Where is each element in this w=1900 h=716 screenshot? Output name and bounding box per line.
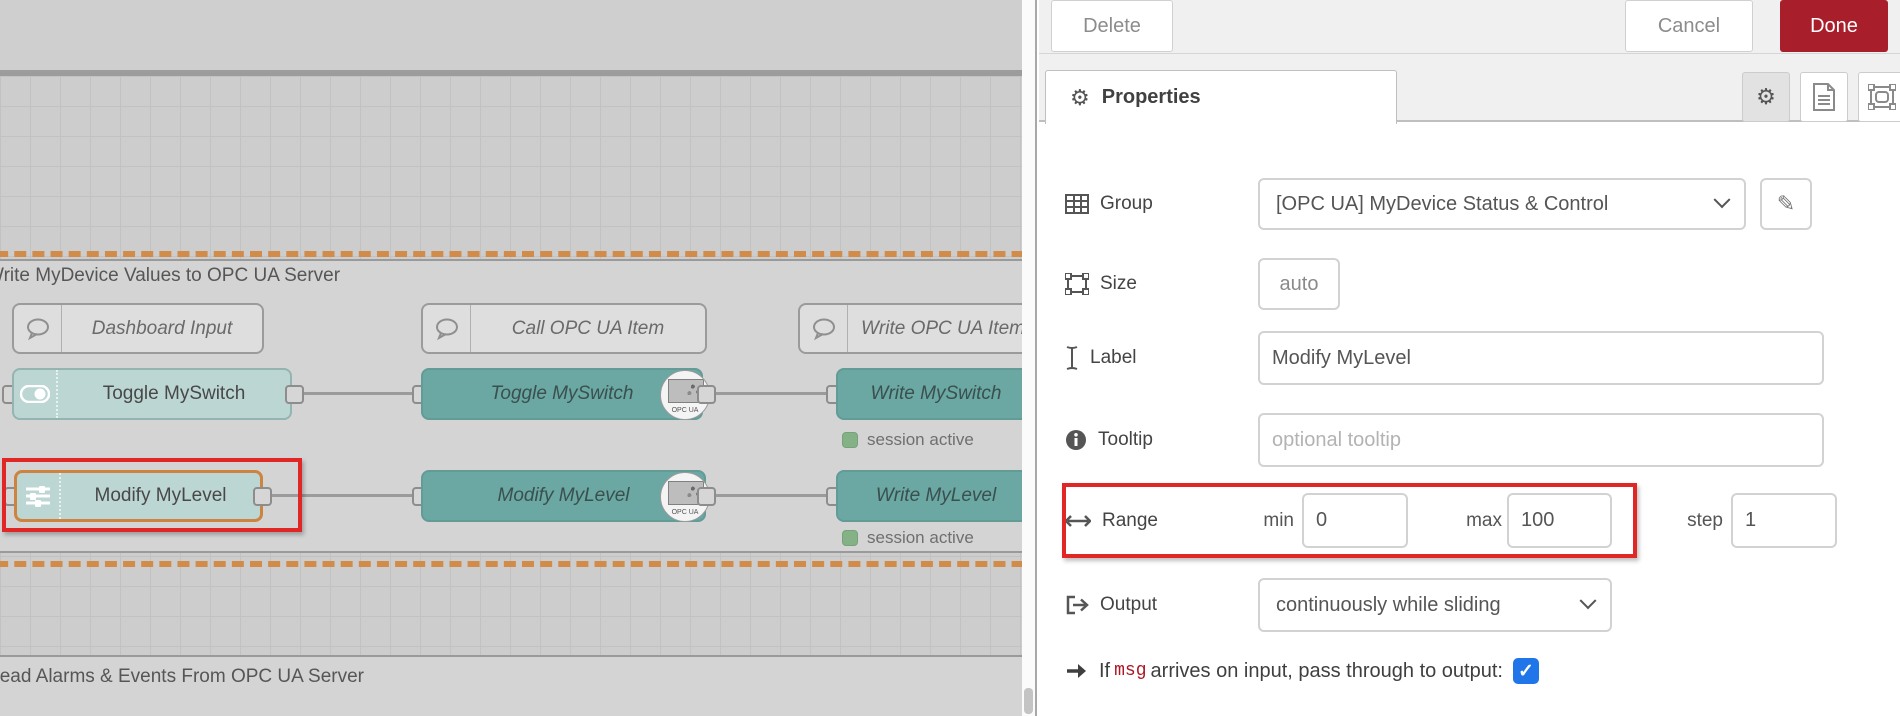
edit-group-button[interactable]: ✎ xyxy=(1760,178,1812,230)
wire xyxy=(712,494,832,497)
node-ui-slider-selected[interactable]: Modify MyLevel xyxy=(14,470,263,522)
chevron-down-icon xyxy=(1713,191,1731,209)
node-port[interactable] xyxy=(285,385,304,404)
tooltip-field-label: Tooltip xyxy=(1065,413,1153,467)
description-tab-button[interactable] xyxy=(1800,72,1848,122)
wire xyxy=(295,392,425,395)
node-label: Modify MyLevel xyxy=(94,485,227,506)
comment-bubble-icon xyxy=(14,305,62,352)
status-green-dot xyxy=(842,530,858,546)
range-max-label: max xyxy=(1466,510,1502,531)
node-status: session active xyxy=(842,528,974,548)
tab-properties-label: Properties xyxy=(1101,86,1201,108)
passthrough-checkbox[interactable]: ✓ xyxy=(1512,658,1539,684)
tab-properties[interactable]: ⚙ Properties xyxy=(1045,70,1397,124)
comment-node[interactable]: Dashboard Input xyxy=(12,303,264,354)
info-icon xyxy=(1066,430,1086,450)
group-label: Read Alarms & Events From OPC UA Server xyxy=(0,666,365,687)
arrows-horizontal-icon xyxy=(1065,514,1091,527)
range-step-label: step xyxy=(1687,510,1723,531)
chevron-down-icon xyxy=(1579,592,1597,610)
sign-out-icon xyxy=(1066,595,1089,615)
comment-bubble-icon xyxy=(423,305,471,352)
node-opcua-call[interactable]: Toggle MySwitch xyxy=(421,368,703,420)
passthrough-row: If msg arrives on input, pass through to… xyxy=(1065,658,1539,684)
label-input[interactable] xyxy=(1258,331,1824,385)
group-field-label: Group xyxy=(1065,178,1153,230)
group-select[interactable]: [OPC UA] MyDevice Status & Control xyxy=(1258,178,1746,230)
appearance-tab-button[interactable] xyxy=(1858,72,1900,122)
object-size-icon xyxy=(1065,273,1089,295)
node-status: session active xyxy=(842,430,974,450)
pencil-icon: ✎ xyxy=(1776,191,1796,216)
object-group-icon xyxy=(1868,84,1896,110)
range-field-label: Range xyxy=(1065,493,1158,548)
node-ui-switch[interactable]: Toggle MySwitch xyxy=(12,368,292,420)
node-port[interactable] xyxy=(697,385,716,404)
size-auto-button[interactable]: auto xyxy=(1258,258,1340,310)
text-cursor-icon xyxy=(1066,346,1078,370)
wire xyxy=(262,494,425,497)
range-step-input[interactable] xyxy=(1731,493,1837,548)
comment-label: Dashboard Input xyxy=(91,317,233,339)
msg-code: msg xyxy=(1114,661,1147,681)
flow-canvas[interactable]: Write MyDevice Values to OPC UA Server R… xyxy=(0,0,1022,716)
done-button[interactable]: Done xyxy=(1780,0,1888,52)
passthrough-text-prefix: If xyxy=(1099,659,1111,682)
tray-form: Group [OPC UA] MyDevice Status & Control… xyxy=(1039,124,1900,716)
node-opcua-call[interactable]: Modify MyLevel xyxy=(421,470,706,522)
comment-label: Call OPC UA Item xyxy=(511,317,665,339)
annotation-box-canvas xyxy=(2,458,302,532)
gear-icon: ⚙ xyxy=(1756,84,1776,109)
node-opcua-write[interactable]: Write MySwitch xyxy=(836,368,1022,420)
sliders-icon xyxy=(17,473,61,519)
label-field-label: Label xyxy=(1065,331,1137,385)
properties-tab-button[interactable]: ⚙ xyxy=(1742,72,1790,122)
comment-node[interactable]: Write OPC UA Item xyxy=(798,303,1022,354)
node-port[interactable] xyxy=(253,487,272,506)
range-min-input[interactable] xyxy=(1302,493,1408,548)
group-label: Write MyDevice Values to OPC UA Server xyxy=(0,265,341,286)
edit-node-tray: Delete Cancel Done ⚙ Properties ⚙ xyxy=(1039,0,1900,716)
annotation-box-range xyxy=(1062,483,1637,558)
group-box-read-alarms[interactable] xyxy=(0,655,1022,716)
comment-node[interactable]: Call OPC UA Item xyxy=(421,303,707,354)
delete-button[interactable]: Delete xyxy=(1051,0,1173,52)
node-port[interactable] xyxy=(697,487,716,506)
toggle-icon xyxy=(14,370,58,418)
output-select[interactable]: continuously while sliding xyxy=(1258,578,1612,632)
group-selection-outline xyxy=(0,251,1022,567)
output-field-label: Output xyxy=(1065,578,1157,632)
table-icon xyxy=(1065,194,1089,214)
gear-icon: ⚙ xyxy=(1070,84,1090,110)
node-label: Modify MyLevel xyxy=(497,485,630,506)
tooltip-input[interactable] xyxy=(1258,413,1824,467)
comment-label: Write OPC UA Item xyxy=(861,317,1022,339)
tray-tab-row: ⚙ Properties ⚙ xyxy=(1039,54,1900,124)
node-label: Toggle MySwitch xyxy=(490,383,634,404)
node-label: Toggle MySwitch xyxy=(102,383,246,404)
status-green-dot xyxy=(842,432,858,448)
size-field-label: Size xyxy=(1065,258,1137,310)
node-label: Write MySwitch xyxy=(870,383,1002,404)
arrow-right-icon xyxy=(1067,664,1086,678)
range-min-label: min xyxy=(1263,510,1294,531)
wire xyxy=(712,392,832,395)
workspace-tab-bar-border xyxy=(0,70,1022,76)
check-icon: ✓ xyxy=(1518,660,1534,682)
workspace-tab-bar xyxy=(0,0,1022,70)
tray-header xyxy=(1039,0,1900,54)
comment-bubble-icon xyxy=(800,305,848,352)
file-text-icon xyxy=(1813,83,1835,111)
node-label: Write MyLevel xyxy=(875,485,997,506)
cancel-button[interactable]: Cancel xyxy=(1625,0,1753,52)
scrollbar-thumb[interactable] xyxy=(1024,688,1033,714)
node-opcua-write[interactable]: Write MyLevel xyxy=(836,470,1022,522)
panel-divider[interactable] xyxy=(1022,0,1037,716)
passthrough-text-suffix: arrives on input, pass through to output… xyxy=(1150,659,1503,682)
range-max-input[interactable] xyxy=(1507,493,1612,548)
